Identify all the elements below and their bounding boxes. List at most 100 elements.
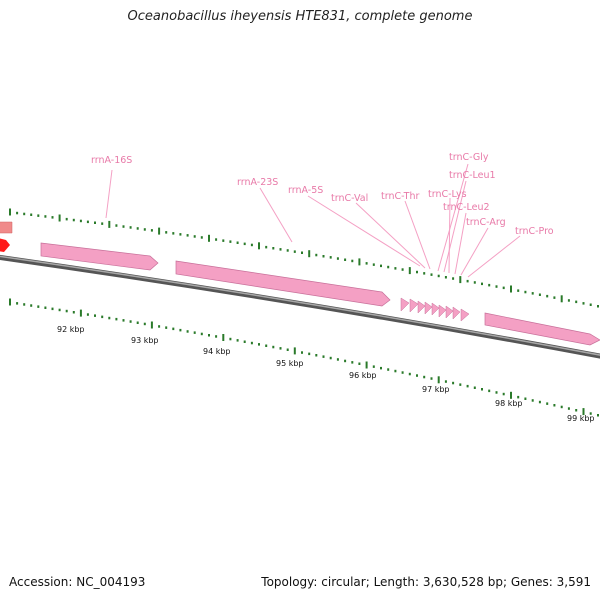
minor-tick [129, 226, 132, 229]
minor-tick [437, 274, 440, 278]
minor-tick [23, 303, 26, 306]
minor-tick [358, 362, 361, 365]
minor-tick [58, 308, 61, 312]
minor-tick [553, 404, 556, 407]
feature-label: trnC-Pro [515, 226, 554, 237]
feature-label: rrnA-5S [288, 185, 323, 196]
minor-tick [72, 218, 75, 222]
major-tick [108, 220, 111, 228]
minor-tick [430, 273, 433, 276]
minor-tick [502, 392, 505, 396]
outer-tick-track [9, 208, 599, 308]
minor-tick [115, 317, 118, 321]
minor-tick [108, 316, 111, 320]
minor-tick [250, 243, 253, 247]
minor-tick [351, 361, 354, 364]
minor-tick [143, 228, 146, 231]
minor-tick [186, 330, 189, 333]
minor-tick [531, 399, 534, 402]
minor-tick [308, 352, 311, 356]
minor-tick [115, 224, 118, 227]
kbp-label: 97 kbp [422, 385, 450, 394]
major-tick [358, 258, 361, 266]
minor-tick [37, 214, 40, 217]
feature-label: trnC-Val [331, 193, 368, 204]
minor-tick [517, 395, 520, 399]
minor-tick [286, 348, 289, 351]
minor-tick [200, 332, 203, 336]
minor-tick [229, 240, 232, 243]
feature-label: trnC-Thr [381, 191, 419, 202]
minor-tick [575, 409, 578, 412]
minor-tick [423, 375, 426, 379]
feature-arrow-16s [40, 242, 159, 271]
minor-tick [416, 374, 418, 377]
minor-tick [380, 366, 382, 370]
minor-tick [560, 405, 563, 409]
minor-tick [243, 340, 246, 343]
kbp-label: 93 kbp [131, 336, 159, 345]
minor-tick [344, 359, 347, 363]
minor-tick [243, 242, 246, 246]
major-tick [582, 408, 585, 416]
major-tick [560, 295, 563, 303]
trna-arrow [409, 298, 419, 313]
minor-tick [122, 225, 125, 228]
major-tick [293, 347, 296, 355]
minor-tick [101, 222, 104, 225]
major-tick [510, 285, 512, 293]
major-tick [150, 321, 153, 329]
minor-tick [452, 277, 455, 280]
minor-tick [416, 270, 418, 274]
stats-separator: ; [502, 575, 508, 589]
minor-tick [16, 211, 19, 215]
minor-tick [322, 355, 325, 358]
major-tick [9, 208, 11, 216]
topology-label: Topology: [261, 575, 318, 589]
minor-tick [597, 414, 599, 417]
major-tick [510, 391, 512, 399]
minor-tick [495, 285, 498, 288]
minor-tick [293, 250, 296, 253]
minor-tick [575, 300, 578, 304]
kbp-label: 98 kbp [495, 399, 523, 408]
minor-tick [401, 371, 404, 374]
minor-tick [466, 279, 469, 283]
minor-tick [408, 372, 411, 376]
minor-tick [222, 239, 225, 242]
trna-arrow [431, 302, 440, 316]
genome-backbone [0, 254, 600, 359]
leader-lines [105, 163, 521, 278]
minor-tick [322, 255, 325, 258]
minor-tick [444, 276, 447, 279]
minor-tick [488, 389, 491, 393]
minor-tick [538, 400, 541, 404]
minor-tick [129, 320, 132, 323]
topology-value: circular [321, 575, 366, 589]
feature-arrow-right [484, 312, 600, 346]
minor-tick [23, 212, 26, 216]
major-tick [365, 361, 368, 369]
minor-tick [165, 326, 168, 329]
trna-arrow [460, 308, 470, 322]
minor-tick [136, 321, 139, 324]
kbp-label: 92 kbp [57, 325, 85, 334]
minor-tick [86, 313, 89, 316]
minor-tick [94, 314, 96, 317]
minor-tick [394, 267, 397, 270]
minor-tick [51, 307, 54, 311]
minor-tick [495, 391, 498, 394]
major-tick [408, 267, 411, 275]
minor-tick [143, 322, 146, 326]
minor-tick [546, 294, 549, 298]
minor-tick [37, 305, 40, 308]
minor-tick [315, 354, 318, 357]
red-feature [0, 238, 10, 252]
genome-backbone-highlight [0, 255, 600, 356]
minor-tick [72, 311, 75, 314]
minor-tick [186, 234, 189, 237]
minor-tick [179, 328, 182, 332]
minor-tick [136, 227, 139, 230]
kbp-label: 99 kbp [567, 414, 595, 423]
major-tick [79, 309, 82, 317]
